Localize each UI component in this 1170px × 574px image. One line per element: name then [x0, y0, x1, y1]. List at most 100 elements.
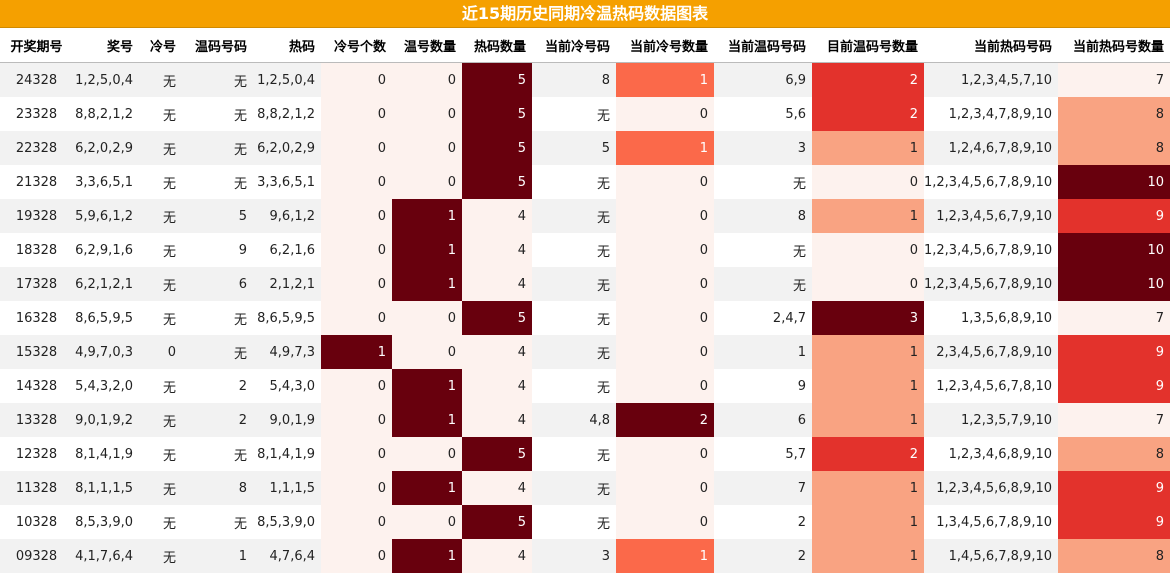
table-cell: 0 — [616, 335, 714, 369]
table-cell: 0 — [616, 165, 714, 199]
table-row: 24328 1,2,5,0,4 无无 1,2,5,0,4 0 0 5 8 1 6,9 2 1,2,3,… — [0, 62, 1170, 97]
column-header: 当前热码号数量 — [1058, 28, 1170, 63]
table-row: 12328 8,1,4,1,9 无无 8,1,4,1,9 0 0 5 无 0 5,7 2 1,2,3,… — [0, 437, 1170, 471]
chart-title: 近15期历史同期冷温热码数据图表 — [0, 0, 1170, 28]
table-cell: 0 — [812, 267, 924, 301]
table-cell: 8 — [1058, 437, 1170, 471]
table-cell: 8,5,3,9,0 — [75, 514, 133, 530]
table-cell: 21328 — [15, 174, 58, 190]
table-cell: 无 — [139, 131, 182, 165]
table-cell: 0 — [812, 165, 924, 199]
table-cell: 6,2,1,2,1 — [73, 267, 139, 301]
table-cell: 9 — [1058, 505, 1170, 539]
table-cell: 8,6,5,9,5 — [75, 310, 133, 326]
table-cell: 0 — [392, 165, 462, 199]
table-cell: 8 — [1058, 539, 1170, 573]
table-cell: 8,1,4,1,9 — [75, 446, 133, 462]
table-row: 15328 4,9,7,0,3 0 无 4,9,7,3 1 0 4 无 0 1 1 2,3,4,5,6,… — [0, 335, 1170, 369]
table-row: 22328 6,2,0,2,9 无无 6,2,0,2,9 0 0 5 5 1 3 1 1,2,4,6,… — [0, 131, 1170, 165]
table-cell: 9 — [797, 378, 806, 394]
table-cell: 无 — [532, 267, 616, 301]
table-cell: 1,2,3,4,5,6,7,8,9,10 — [924, 242, 1053, 258]
table-cell: 1,3,5,6,8,9,10 — [961, 310, 1052, 326]
table-cell: 8,8,2,1,2 — [75, 106, 133, 122]
table-cell: 无 — [139, 267, 182, 301]
table-cell: 1 — [812, 369, 924, 403]
table-cell: 4 — [462, 267, 532, 301]
table-cell: 无 — [162, 244, 176, 260]
table-cell: 6,2,9,1,6 — [75, 242, 133, 258]
table-cell: 5 — [532, 131, 616, 165]
table-cell: 1 — [182, 539, 253, 573]
table-cell: 6,9 — [714, 62, 812, 97]
table-cell: 0 — [616, 301, 714, 335]
table-cell: 5,7 — [785, 446, 806, 462]
table-cell: 5 — [462, 301, 532, 335]
table-cell: 10328 — [15, 514, 58, 530]
table-cell: 无 — [233, 108, 247, 124]
table-cell: 2 — [812, 97, 924, 131]
table-cell: 1,1,1,5 — [253, 471, 321, 505]
table-cell: 8 — [182, 471, 253, 505]
table-cell: 0 — [321, 199, 392, 233]
table-cell: 无 — [714, 267, 812, 301]
table-cell: 0 — [321, 267, 392, 301]
table-cell: 0 — [392, 301, 462, 335]
table-cell: 1 — [392, 199, 462, 233]
table-cell: 4 — [462, 335, 532, 369]
table-cell: 无 — [182, 131, 253, 165]
table-cell: 1 — [812, 505, 924, 539]
table-row: 10328 8,5,3,9,0 无无 8,5,3,9,0 0 0 5 无 0 2 1 1,3,4,5,… — [0, 505, 1170, 539]
table-cell: 6,2,0,2,9 — [253, 131, 321, 165]
table-cell: 5 — [462, 505, 532, 539]
table-cell: 5 — [462, 131, 532, 165]
table-cell: 2 — [812, 437, 924, 471]
column-header: 冷号 — [139, 28, 182, 63]
table-cell: 无 — [162, 380, 176, 396]
table-cell: 8,1,1,1,5 — [73, 471, 139, 505]
table-cell: 无 — [596, 176, 610, 192]
table-cell: 1,3,4,5,6,7,8,9,10 — [936, 514, 1052, 530]
table-cell: 1 — [616, 539, 714, 573]
column-header: 温码号码 — [182, 28, 253, 63]
table-cell: 2 — [238, 378, 247, 394]
column-header: 热码数量 — [462, 28, 532, 63]
table-cell: 5 — [462, 97, 532, 131]
table-cell: 0 — [812, 233, 924, 267]
table-cell: 6,2,0,2,9 — [73, 131, 139, 165]
column-header: 冷号个数 — [321, 28, 392, 63]
table-cell: 7 — [1058, 62, 1170, 97]
table-cell: 09328 — [0, 539, 73, 573]
table-cell: 0 — [321, 403, 392, 437]
table-row: 19328 5,9,6,1,2 无 5 9,6,1,2 0 1 4 无 0 8 1 1,2,3,4,5,… — [0, 199, 1170, 233]
table-cell: 5 — [462, 62, 532, 97]
table-cell: 0 — [616, 233, 714, 267]
table-cell: 0 — [321, 233, 392, 267]
table-cell: 6 — [714, 403, 812, 437]
table-cell: 10 — [1058, 267, 1170, 301]
table-cell: 1 — [812, 199, 924, 233]
table-cell: 无 — [139, 539, 182, 573]
table-cell: 1,4,5,6,7,8,9,10 — [924, 539, 1058, 573]
cold-warm-hot-table: 开奖期号 奖号 冷号 温码号码 热码 冷号个数 温号数量 热码数量 当前冷号码 当前冷号数量 当前温… — [0, 28, 1170, 573]
table-cell: 8,8,2,1,2 — [257, 106, 315, 122]
table-cell: 2,3,4,5,6,7,8,9,10 — [924, 335, 1058, 369]
table-cell: 无 — [162, 108, 176, 124]
table-cell: 9 — [1058, 369, 1170, 403]
table-cell: 3 — [714, 131, 812, 165]
table-cell: 9 — [1058, 335, 1170, 369]
table-cell: 1 — [616, 131, 714, 165]
table-cell: 9,0,1,9,2 — [73, 403, 139, 437]
column-header: 当前温码号码 — [714, 28, 812, 63]
table-cell: 无 — [596, 108, 610, 124]
table-cell: 0 — [616, 471, 714, 505]
table-cell: 8 — [1058, 97, 1170, 131]
table-cell: 10 — [1058, 233, 1170, 267]
header-row: 开奖期号 奖号 冷号 温码号码 热码 冷号个数 温号数量 热码数量 当前冷号码 当前冷号数量 当前温… — [0, 28, 1170, 63]
table-cell: 0 — [321, 97, 392, 131]
table-cell: 2 — [616, 403, 714, 437]
table-cell: 5,4,3,0 — [269, 378, 315, 394]
table-cell: 0 — [321, 165, 392, 199]
table-cell: 4 — [462, 403, 532, 437]
table-cell: 4 — [462, 233, 532, 267]
